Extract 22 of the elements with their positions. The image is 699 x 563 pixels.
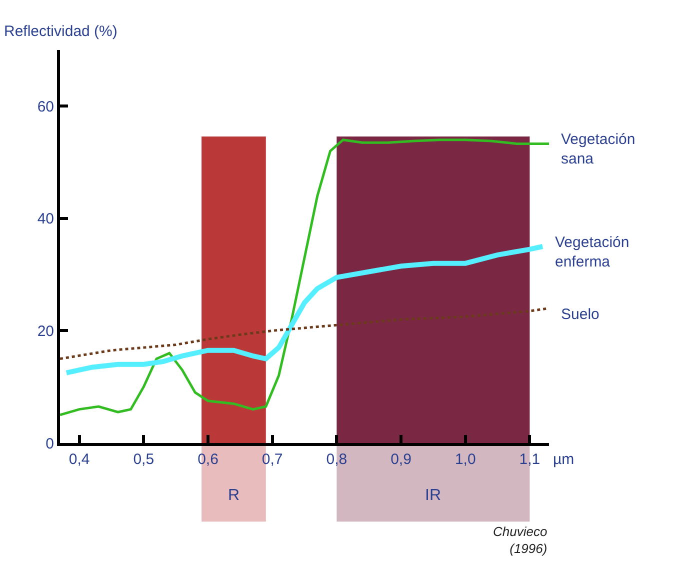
line-series bbox=[60, 138, 549, 416]
x-tick-label: 0,8 bbox=[326, 451, 348, 468]
band-label: R bbox=[228, 487, 240, 504]
x-tick-label: 0,4 bbox=[68, 451, 90, 468]
y-tick-label: 40 bbox=[37, 210, 54, 228]
text: Chuvieco (1996) bbox=[493, 524, 548, 556]
x-axis-title: µm bbox=[553, 451, 574, 468]
x-tick-label: 0,7 bbox=[262, 451, 283, 468]
series-label: Vegetación sana bbox=[561, 131, 636, 168]
series-label: Vegetación enferma bbox=[555, 234, 630, 270]
line-series bbox=[60, 307, 549, 360]
band-label: IR bbox=[425, 487, 441, 504]
x-tick-label: 1,0 bbox=[454, 451, 476, 468]
x-tick-label: 0,6 bbox=[198, 451, 218, 468]
series-label: Suelo bbox=[561, 306, 600, 323]
y-axis-title: Reflectividad (%) bbox=[4, 23, 118, 40]
y-tick-label: 60 bbox=[37, 98, 54, 116]
x-tick-label: 0,9 bbox=[390, 451, 412, 468]
y-tick-label: 0 bbox=[46, 435, 54, 452]
x-tick-label: 0,5 bbox=[133, 451, 154, 468]
x-tick-label: 1,1 bbox=[519, 451, 540, 468]
y-tick-label: 20 bbox=[37, 322, 54, 340]
